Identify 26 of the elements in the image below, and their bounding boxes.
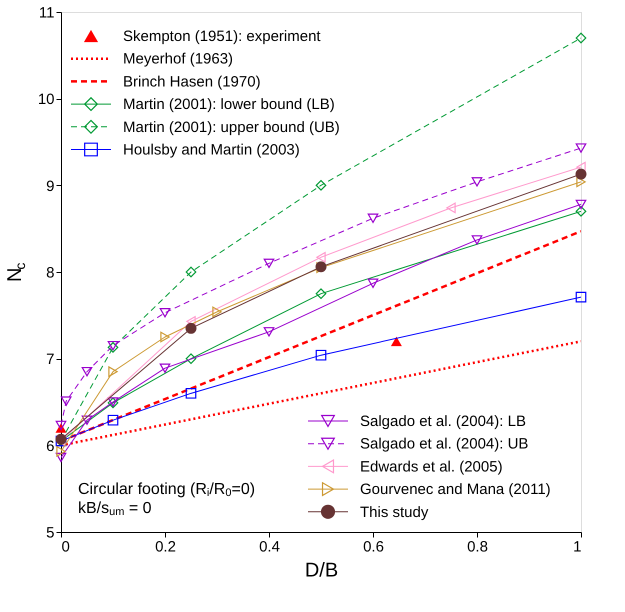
legend-label: Gourvenec and Mana (2011)	[360, 481, 551, 498]
x-tick-label: 0.4	[259, 538, 280, 556]
legend-label: Skempton (1951): experiment	[123, 28, 322, 45]
y-tick-label: 5	[46, 524, 54, 542]
y-tick-label: 6	[46, 438, 54, 455]
x-tick-label: 1	[573, 538, 582, 556]
x-axis-title: D/B	[304, 560, 338, 582]
x-tick-label: 0.8	[467, 538, 488, 556]
y-tick-label: 10	[38, 91, 54, 108]
legend-label: Brinch Hasen (1970)	[123, 73, 261, 90]
legend-label: Edwards et al. (2005)	[360, 458, 503, 476]
y-tick-label: 7	[46, 351, 54, 368]
legend-label: Martin (2001): lower bound (LB)	[123, 96, 335, 114]
y-tick-label: 9	[46, 178, 54, 195]
x-tick-label: 0.6	[363, 538, 384, 556]
legend-label: Meyerhof (1963)	[123, 50, 234, 68]
y-tick-label: 11	[38, 4, 54, 22]
legend-label: This study	[360, 504, 429, 521]
y-axis-title: Nc	[4, 262, 28, 282]
x-tick-label: 0.2	[155, 538, 176, 556]
legend-label: Salgado et al. (2004): LB	[360, 413, 526, 430]
legend-label: Salgado et al. (2004): UB	[360, 436, 528, 453]
y-tick-label: 8	[46, 264, 54, 282]
legend-label: Houlsby and Martin (2003)	[123, 142, 300, 158]
x-tick-label: 0	[62, 538, 70, 556]
legend-label: Martin (2001): upper bound (UB)	[123, 118, 340, 136]
